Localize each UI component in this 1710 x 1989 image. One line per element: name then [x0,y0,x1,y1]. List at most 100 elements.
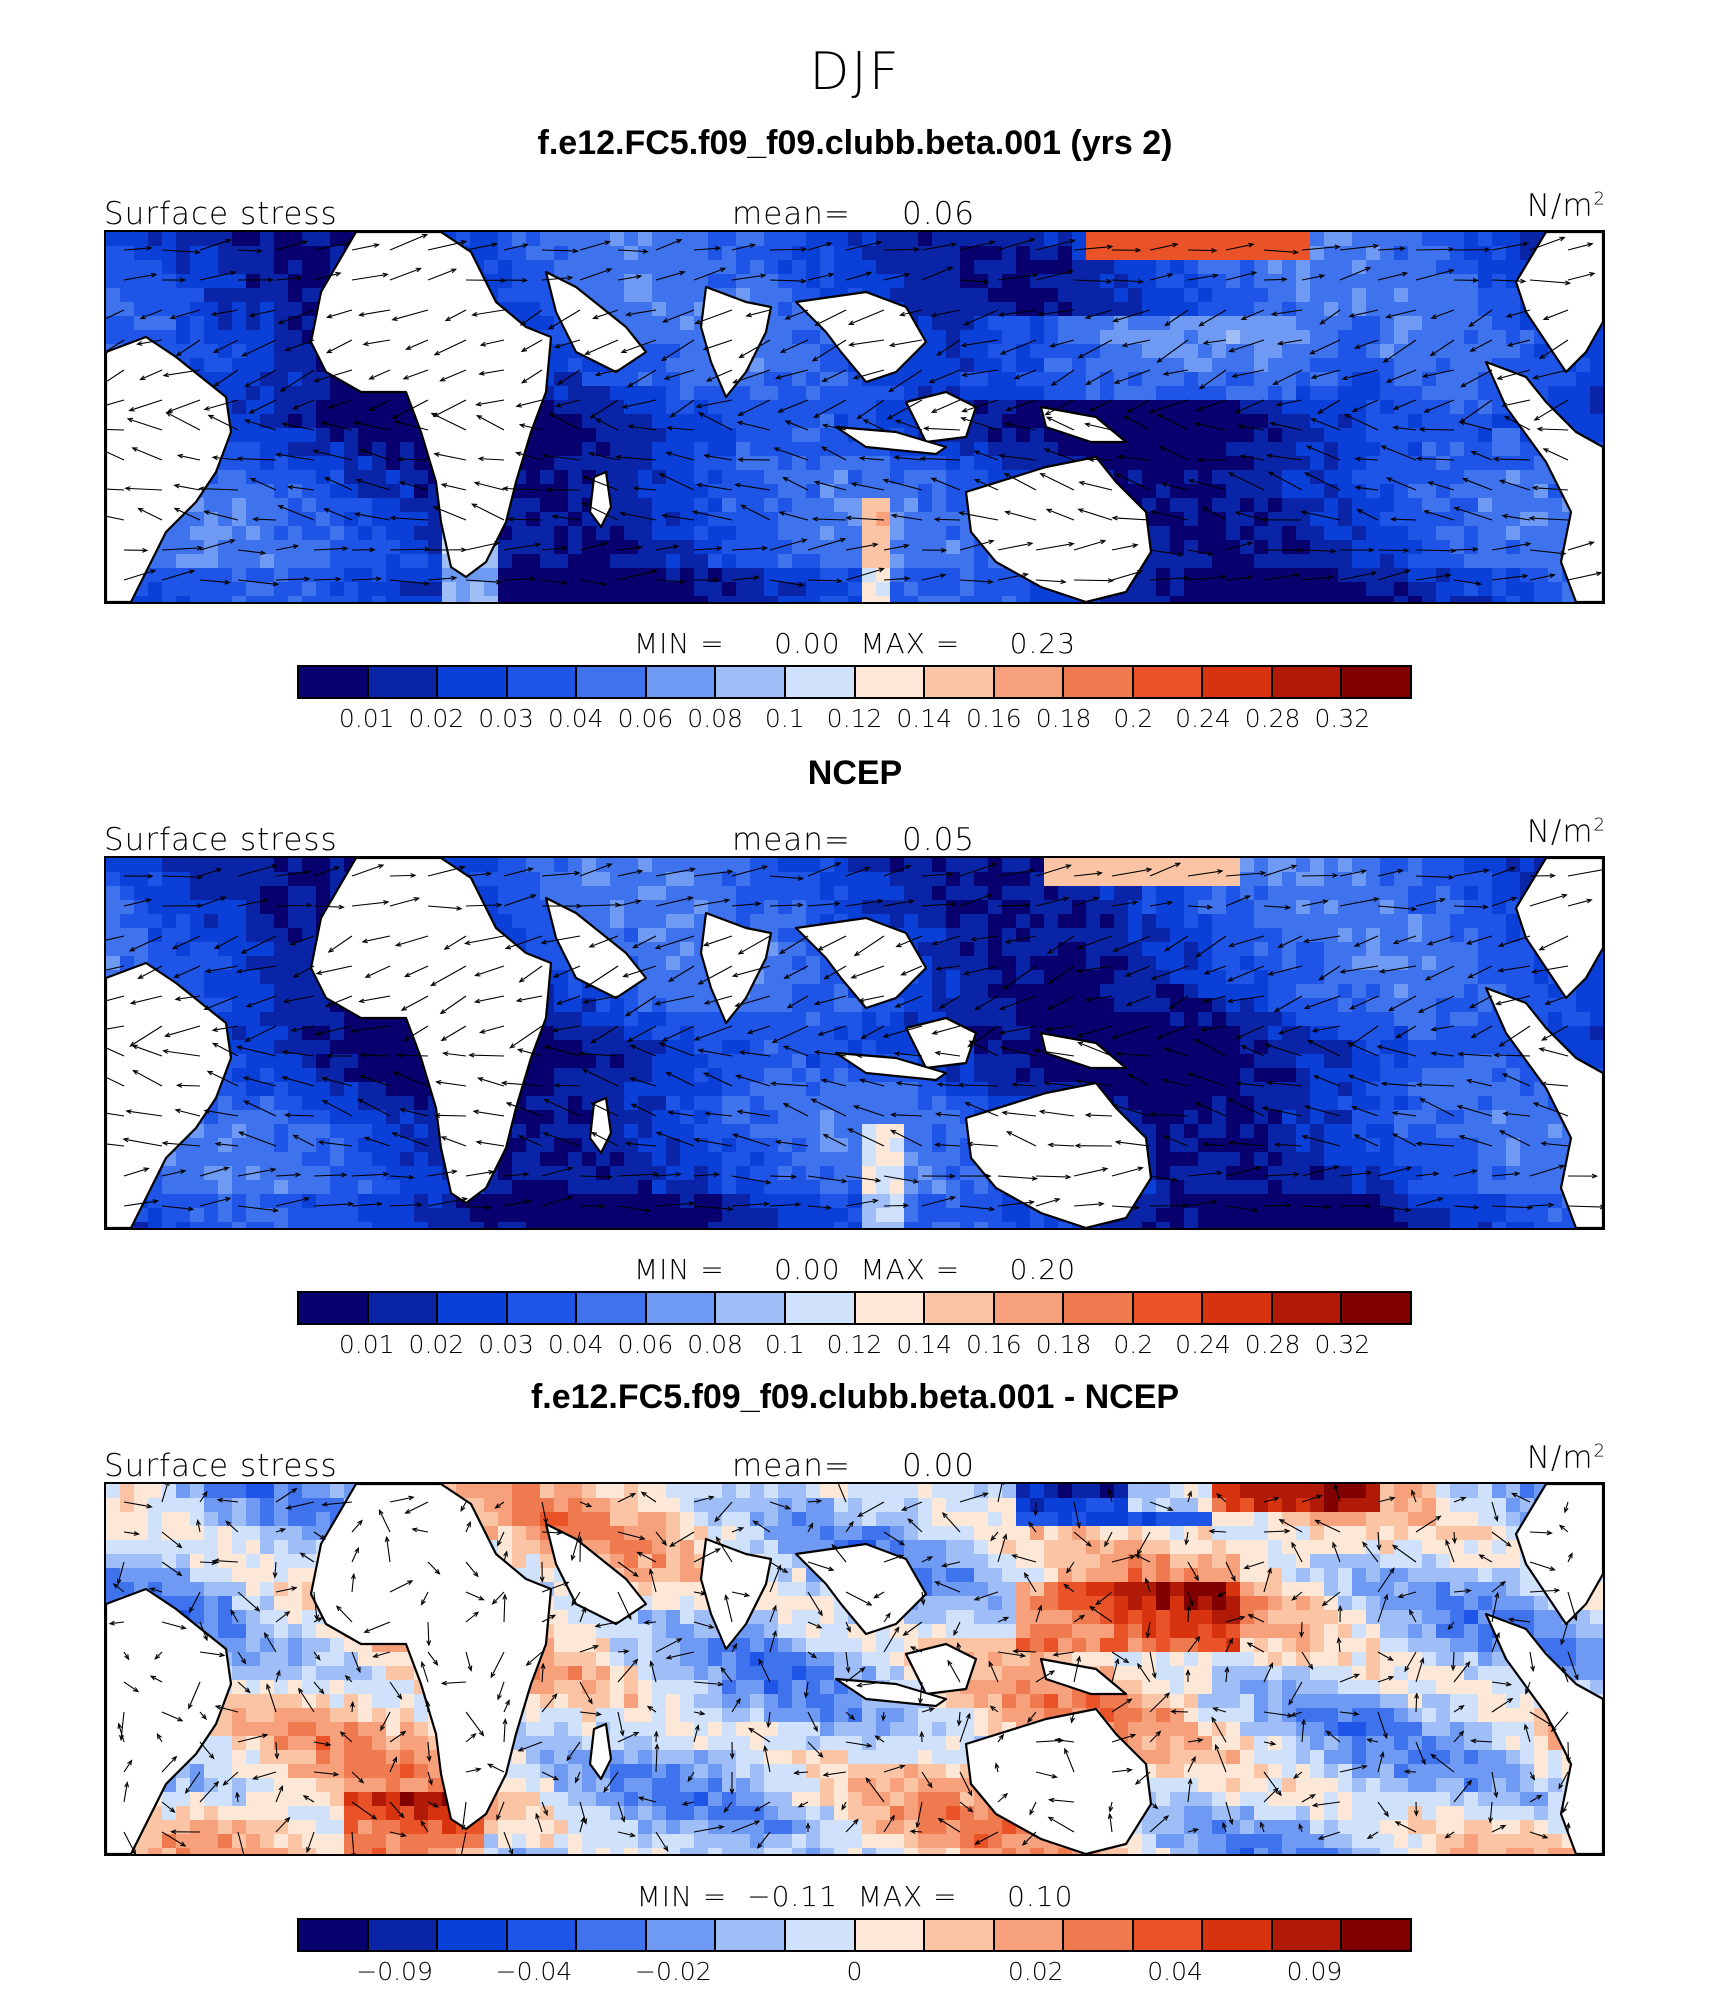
colorbar-swatch [785,1293,856,1323]
panel-2-mean-label: mean= [732,822,851,858]
colorbar-tick-label: 0 [846,1957,863,1986]
colorbar-swatch [855,667,926,697]
land-mass [106,335,233,602]
colorbar-tick-label: 0.12 [826,704,883,733]
colorbar-tick-label: 0.02 [408,704,465,733]
colorbar-tick-label: 0.28 [1244,704,1301,733]
land-mass [699,1537,773,1651]
colorbar-tick-label: 0.24 [1175,704,1231,733]
colorbar-swatch [1064,1920,1134,1950]
colorbar-swatch [577,1293,647,1323]
colorbar-tick-label: 0.32 [1314,1330,1371,1359]
colorbar-swatch [1203,667,1273,697]
land-mass [794,290,928,384]
land-mass [1514,232,1603,374]
colorbar-tick-label: −0.04 [495,1957,573,1986]
panel-3-minmax: MIN = −0.11 MAX = 0.10 [636,1880,1074,1913]
panel-1-colorbar-ticks: 0.01 0.02 0.03 0.04 0.06 0.08 0.1 0.12 0.14 0.16 0… [297,704,1412,736]
colorbar-swatch [925,1920,995,1950]
colorbar-swatch [368,1293,439,1323]
colorbar-swatch [994,1920,1065,1950]
colorbar-tick-label: 0.16 [966,704,1022,733]
colorbar-swatch [507,1920,578,1950]
panel-1-colorbar [297,665,1412,699]
land-mass [964,1081,1153,1228]
land-mass [1039,1657,1128,1696]
panel-2-colorbar-ticks: 0.01 0.02 0.03 0.04 0.06 0.08 0.1 0.12 0.14 0.16 0… [297,1330,1412,1362]
colorbar-tick-label: 0.1 [764,704,805,733]
stress-map-plot [106,858,1603,1228]
land-mass [1514,858,1603,1000]
colorbar-tick-label: 0.03 [478,1330,534,1359]
land-mass [106,1587,233,1854]
colorbar-swatch [785,1920,856,1950]
colorbar-swatch [1133,667,1204,697]
colorbar-tick-label: 0.18 [1035,704,1092,733]
colorbar-tick-label: 0.02 [408,1330,465,1359]
colorbar-tick-label: 0.04 [547,704,604,733]
land-mass [544,270,648,374]
colorbar-swatch [785,667,856,697]
land-mass [834,1051,948,1082]
panel-2-colorbar [297,1291,1412,1325]
colorbar-swatch [646,1920,717,1950]
colorbar-swatch [1064,1293,1134,1323]
land-mass [1484,986,1603,1228]
colorbar-swatch [1203,1920,1273,1950]
land-mass [1484,360,1603,602]
colorbar-swatch [716,667,786,697]
colorbar-swatch [299,1920,369,1950]
panel-1-mean-label: mean= [732,196,851,232]
colorbar-tick-label: 0.2 [1113,704,1154,733]
colorbar-tick-label: 0.04 [1147,1957,1203,1986]
colorbar-swatch [646,667,717,697]
panel-1-minmax: MIN = 0.00 MAX = 0.23 [633,627,1077,660]
colorbar-swatch [1272,1920,1343,1950]
panel-1-map [104,230,1605,604]
land-mass [106,961,233,1228]
colorbar-swatch [646,1293,717,1323]
colorbar-swatch [1342,1293,1410,1323]
colorbar-tick-label: 0.01 [338,704,395,733]
land-mass [794,916,928,1010]
panel-3-mean-label: mean= [732,1448,851,1484]
panel-2-variable-label: Surface stress [104,822,338,858]
colorbar-swatch [716,1920,786,1950]
colorbar-tick-label: 0.03 [478,704,534,733]
colorbar-tick-label: 0.08 [687,704,743,733]
panel-3-unit: N/m2 [1526,1440,1606,1476]
colorbar-tick-label: 0.1 [764,1330,805,1359]
colorbar-tick-label: 0.09 [1286,1957,1343,1986]
colorbar-swatch [438,667,508,697]
stress-map-plot [106,1484,1603,1854]
colorbar-tick-label: 0.12 [826,1330,883,1359]
colorbar-swatch [368,667,439,697]
panel-2-unit: N/m2 [1526,814,1606,850]
panel-3-mean-value: 0.00 [902,1448,976,1484]
colorbar-swatch [299,667,369,697]
stress-vectors [106,862,1603,1213]
colorbar-tick-label: 0.2 [1113,1330,1154,1359]
land-mass [1039,1031,1128,1070]
land-mass [794,1542,928,1636]
colorbar-tick-label: 0.14 [896,1330,953,1359]
colorbar-tick-label: 0.06 [617,704,674,733]
colorbar-swatch [438,1920,508,1950]
panel-1-variable-label: Surface stress [104,196,338,232]
colorbar-swatch [1133,1293,1204,1323]
panel-3-map [104,1482,1605,1856]
panel-2-map [104,856,1605,1230]
colorbar-swatch [1203,1293,1273,1323]
colorbar-tick-label: 0.14 [896,704,953,733]
colorbar-tick-label: 0.02 [1007,1957,1064,1986]
colorbar-tick-label: 0.24 [1175,1330,1231,1359]
colorbar-swatch [438,1293,508,1323]
colorbar-tick-label: 0.01 [338,1330,395,1359]
panel-2-mean-value: 0.05 [902,822,976,858]
panel-3-colorbar-ticks: −0.09 −0.04 −0.02 0 0.02 0.04 0.09 [297,1957,1412,1989]
colorbar-swatch [1342,1920,1410,1950]
colorbar-swatch [1064,667,1134,697]
colorbar-tick-label: 0.06 [617,1330,674,1359]
colorbar-tick-label: 0.28 [1244,1330,1301,1359]
land-mass [1039,405,1128,444]
